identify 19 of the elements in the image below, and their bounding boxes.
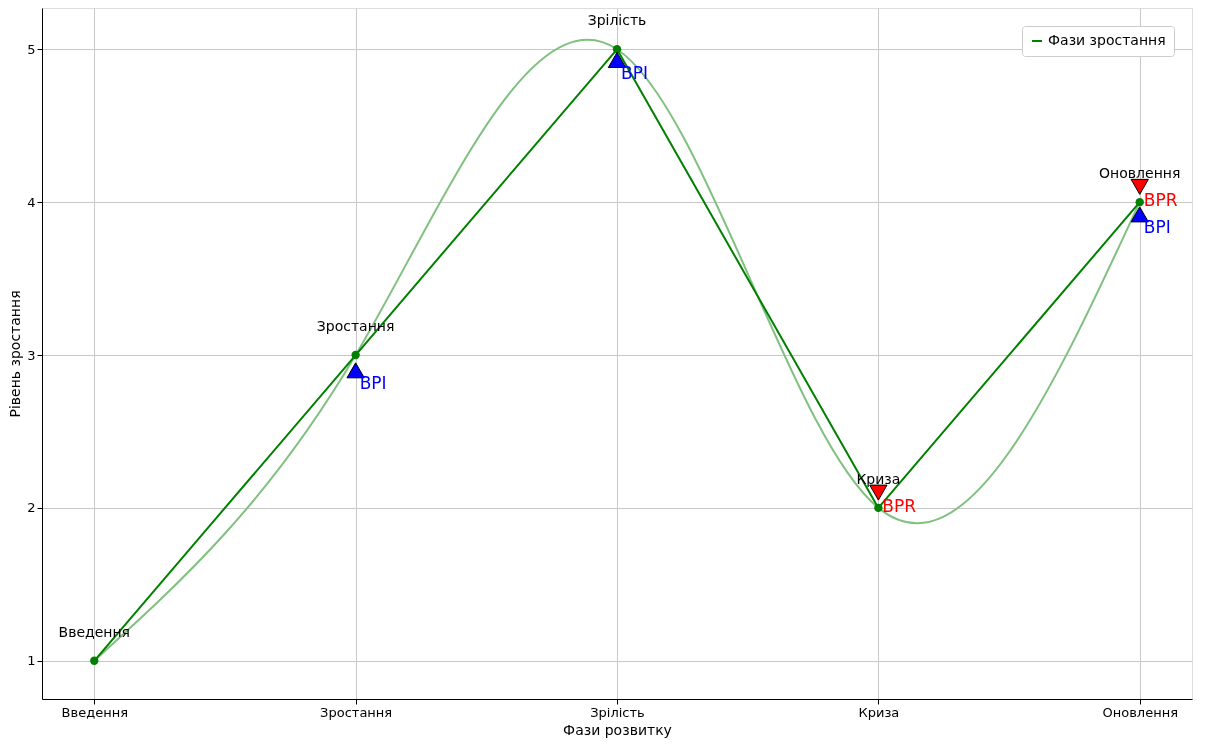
x-tick-label: Зрілість [590,704,645,720]
y-axis-title: Рівень зростання [7,290,24,418]
x-tick-label: Зростання [320,704,393,720]
annotation: Оновлення [1099,165,1181,182]
series-label: BPI [359,373,387,394]
y-tick-label: 5 [27,41,36,57]
x-tick-label: Криза [858,704,900,720]
x-tick-label: Введення [61,704,128,720]
y-tick-label: 4 [27,194,36,210]
x-tick-label: Оновлення [1102,704,1178,720]
x-axis-title: Фази розвитку [563,721,672,738]
series-label: BPR [882,495,917,516]
y-tick-label: 2 [27,500,36,516]
text: BPI [1143,217,1171,238]
legend-label: Фази зростання [1048,32,1166,48]
y-tick-label: 3 [27,347,36,363]
text: BPR [1143,189,1178,210]
y-tick-label: 1 [27,653,36,669]
annotation: Зрілість [587,12,647,29]
